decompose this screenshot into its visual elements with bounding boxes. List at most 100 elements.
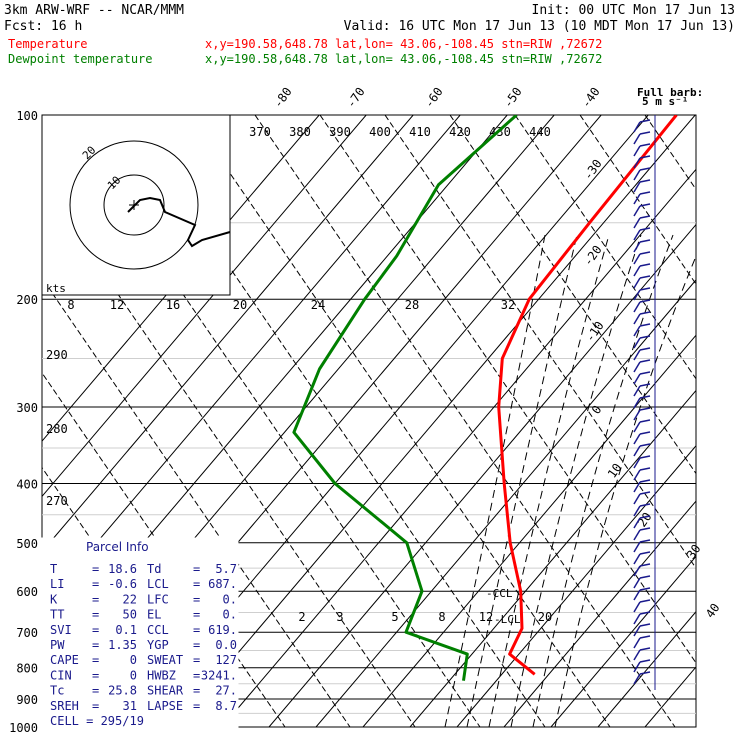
- mixing-ratio-label: 8: [67, 298, 74, 312]
- parcel-eq: =: [193, 638, 200, 652]
- wind-barb-flag: [639, 515, 651, 519]
- wind-barb-flag: [639, 155, 651, 159]
- wind-barb-shaft: [633, 469, 641, 481]
- wind-barb: [633, 443, 651, 457]
- wind-barb-flag: [639, 371, 651, 375]
- wind-barb-shaft: [633, 553, 641, 565]
- wind-barb: [633, 263, 651, 277]
- wind-barb-flag: [639, 623, 651, 627]
- mixing-ratio-label: 28: [405, 298, 419, 312]
- parcel-value: 31: [123, 699, 137, 713]
- wind-barb: [633, 491, 651, 505]
- parcel-value: 18.6: [108, 562, 137, 576]
- init-time: Init: 00 UTC Mon 17 Jun 13: [532, 3, 736, 18]
- parcel-value: 0.1: [115, 623, 137, 637]
- wind-barb: [633, 515, 651, 529]
- wind-barb-shaft: [633, 313, 641, 325]
- wind-barb-shaft: [633, 205, 641, 217]
- mixing-ratio-label: 24: [311, 298, 325, 312]
- isobar-label: 1000: [9, 721, 38, 735]
- parcel-key: CCL: [147, 623, 169, 637]
- wind-barb-shaft: [633, 385, 641, 397]
- isotherm-label: 40: [703, 601, 723, 621]
- wind-barb-flag: [639, 587, 651, 591]
- wind-barb-shaft: [633, 217, 641, 229]
- forecast-hour: Fcst: 16 h: [4, 19, 82, 34]
- wind-barb-shaft: [633, 301, 641, 313]
- wind-barb-shaft: [633, 601, 641, 613]
- wind-barb-shaft: [633, 565, 641, 577]
- wind-barb-flag: [639, 539, 651, 543]
- dry-adiabat-line: [42, 182, 416, 727]
- parcel-eq: =: [92, 699, 99, 713]
- theta-label: 280: [46, 422, 68, 436]
- wind-barb-shaft: [633, 637, 641, 649]
- mixing-ratio-label: 12: [110, 298, 124, 312]
- wind-barb-shaft: [633, 361, 641, 373]
- wind-barb-shaft: [633, 277, 641, 289]
- dry-adiabat-line: [59, 115, 481, 727]
- wind-barb-flag: [639, 599, 651, 603]
- parcel-eq: =: [92, 592, 99, 606]
- wind-barb-flag: [639, 575, 651, 579]
- parcel-key: LAPSE: [147, 699, 183, 713]
- isotherm-label: -40: [579, 85, 603, 111]
- wind-barb-shaft: [633, 265, 641, 277]
- parcel-key: LCL: [147, 577, 169, 591]
- parcel-key: TT: [50, 608, 64, 622]
- parcel-key: PW: [50, 638, 65, 652]
- dry-adiabat-line: [384, 115, 696, 570]
- isotherm-line: [174, 115, 696, 727]
- wind-barb: [633, 479, 651, 493]
- location-text-dew: x,y=190.58,648.78 lat,lon= 43.06,-108.45…: [205, 52, 602, 66]
- wind-barb-flag: [639, 671, 651, 675]
- wind-barb-shaft: [633, 121, 641, 133]
- wind-barb-flag: [639, 407, 651, 411]
- isotherm-line: [42, 115, 367, 498]
- parcel-key: Td: [147, 562, 161, 576]
- isotherm-line: [550, 555, 696, 727]
- wind-barb: [633, 623, 651, 637]
- isotherm-label: -70: [344, 85, 368, 111]
- parcel-value: 619.: [208, 623, 237, 637]
- isobar-label: 800: [16, 662, 38, 676]
- parcel-value: 0: [130, 668, 137, 682]
- wind-barb: [633, 407, 651, 421]
- mixing-ratio-label: 20: [233, 298, 247, 312]
- parcel-eq: =: [193, 608, 200, 622]
- isobar-label: 100: [16, 109, 38, 123]
- parcel-value: 0: [130, 653, 137, 667]
- wind-barb-flag: [639, 335, 651, 339]
- wind-barb-shaft: [633, 289, 641, 301]
- wind-barb-flag: [639, 635, 651, 639]
- isotherm-line: [456, 445, 696, 727]
- parcel-value: 25.8: [108, 684, 137, 698]
- wind-barb-shaft: [633, 649, 641, 661]
- wind-barb: [633, 323, 651, 337]
- wind-barb-flag: [639, 551, 651, 555]
- mixing-ratio-label: 3: [336, 610, 343, 624]
- isotherm-line: [42, 115, 461, 608]
- wind-barb-shaft: [633, 613, 641, 625]
- wind-barb-flag: [639, 443, 651, 447]
- parcel-value: 5.7: [215, 562, 237, 576]
- isotherm-label: 30: [684, 542, 704, 562]
- dry-adiabat-line: [319, 115, 696, 664]
- wind-barb: [633, 239, 651, 253]
- wind-barb-flag: [639, 263, 651, 267]
- mixing-ratio-label: 32: [501, 298, 515, 312]
- isotherm-label: 10: [605, 461, 625, 481]
- theta-label: 270: [46, 494, 68, 508]
- parcel-key: EL: [147, 608, 161, 622]
- wind-barb-shaft: [633, 577, 641, 589]
- isotherm-label: -50: [501, 85, 525, 111]
- moist-adiabat-line: [554, 255, 696, 727]
- isotherm-label: 0: [589, 403, 605, 417]
- parcel-value: 0.: [223, 608, 237, 622]
- wind-barb-flag: [639, 143, 651, 147]
- wind-barb: [633, 671, 651, 685]
- wind-barb-shaft: [633, 505, 641, 517]
- theta-label: 390: [329, 125, 351, 139]
- dry-adiabat-line: [254, 115, 676, 727]
